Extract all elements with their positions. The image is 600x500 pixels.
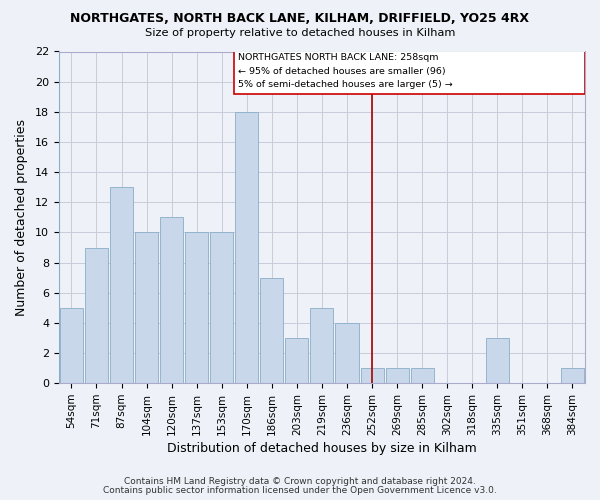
Bar — [386, 368, 409, 383]
Text: ← 95% of detached houses are smaller (96): ← 95% of detached houses are smaller (96… — [238, 66, 446, 76]
Bar — [60, 308, 83, 383]
Bar — [561, 368, 584, 383]
Bar — [410, 368, 434, 383]
Bar — [286, 338, 308, 383]
Y-axis label: Number of detached properties: Number of detached properties — [15, 119, 28, 316]
Bar — [135, 232, 158, 383]
Bar — [361, 368, 383, 383]
X-axis label: Distribution of detached houses by size in Kilham: Distribution of detached houses by size … — [167, 442, 477, 455]
Text: Contains public sector information licensed under the Open Government Licence v3: Contains public sector information licen… — [103, 486, 497, 495]
Bar — [110, 187, 133, 383]
Text: NORTHGATES NORTH BACK LANE: 258sqm: NORTHGATES NORTH BACK LANE: 258sqm — [238, 54, 439, 62]
Bar — [310, 308, 334, 383]
Bar — [85, 248, 108, 383]
Bar — [160, 218, 183, 383]
Text: NORTHGATES, NORTH BACK LANE, KILHAM, DRIFFIELD, YO25 4RX: NORTHGATES, NORTH BACK LANE, KILHAM, DRI… — [71, 12, 530, 26]
Bar — [210, 232, 233, 383]
FancyBboxPatch shape — [234, 52, 585, 94]
Text: 5% of semi-detached houses are larger (5) →: 5% of semi-detached houses are larger (5… — [238, 80, 453, 88]
Bar — [335, 323, 359, 383]
Text: Contains HM Land Registry data © Crown copyright and database right 2024.: Contains HM Land Registry data © Crown c… — [124, 477, 476, 486]
Bar — [185, 232, 208, 383]
Text: Size of property relative to detached houses in Kilham: Size of property relative to detached ho… — [145, 28, 455, 38]
Bar — [486, 338, 509, 383]
Bar — [260, 278, 283, 383]
Bar — [235, 112, 259, 383]
